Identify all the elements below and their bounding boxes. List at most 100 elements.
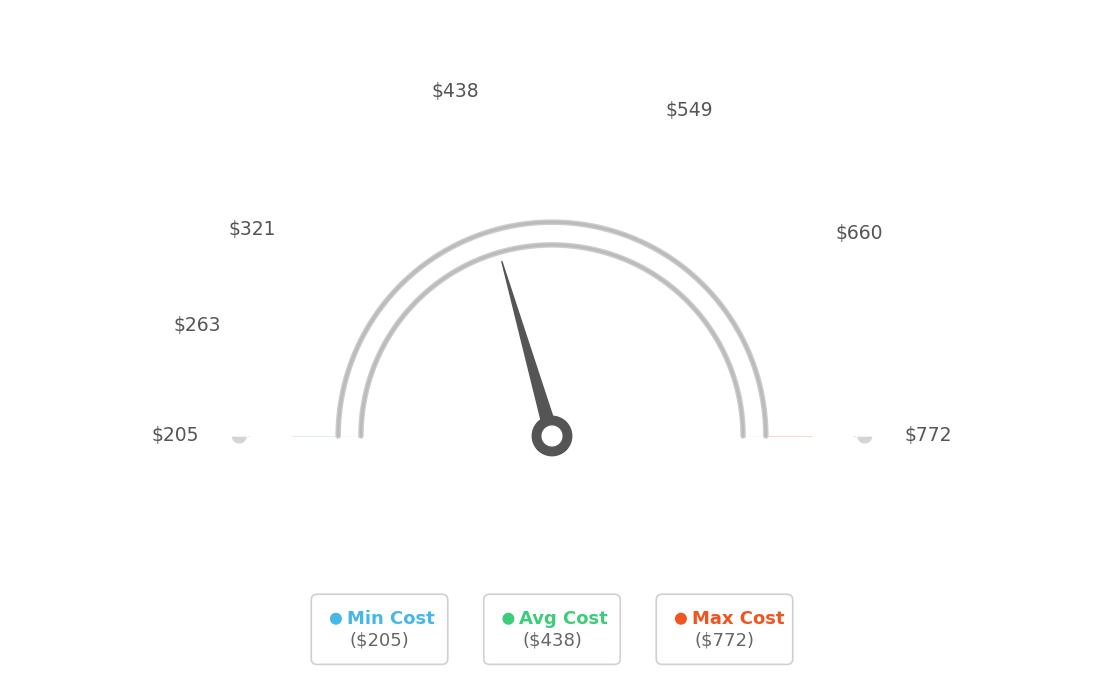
- Wedge shape: [603, 141, 627, 230]
- Wedge shape: [730, 270, 808, 322]
- Wedge shape: [284, 293, 365, 337]
- Wedge shape: [453, 148, 485, 235]
- Wedge shape: [511, 135, 526, 226]
- Wedge shape: [764, 433, 856, 436]
- Wedge shape: [590, 137, 608, 228]
- Wedge shape: [523, 134, 534, 225]
- Wedge shape: [467, 144, 495, 232]
- Wedge shape: [351, 206, 413, 277]
- Wedge shape: [275, 310, 359, 350]
- Wedge shape: [458, 146, 488, 234]
- Wedge shape: [508, 135, 523, 226]
- Wedge shape: [655, 170, 701, 251]
- Wedge shape: [709, 230, 777, 294]
- Wedge shape: [401, 172, 448, 252]
- Wedge shape: [689, 204, 751, 275]
- Wedge shape: [474, 142, 499, 231]
- Wedge shape: [701, 219, 766, 286]
- Text: Max Cost: Max Cost: [692, 610, 785, 628]
- Wedge shape: [636, 157, 676, 242]
- Text: $549: $549: [666, 101, 713, 119]
- Wedge shape: [537, 133, 543, 224]
- Wedge shape: [601, 141, 625, 230]
- Wedge shape: [390, 178, 440, 257]
- Wedge shape: [408, 167, 454, 249]
- Wedge shape: [760, 373, 849, 394]
- Wedge shape: [762, 386, 851, 403]
- Wedge shape: [574, 135, 587, 225]
- Wedge shape: [251, 398, 341, 412]
- Wedge shape: [250, 411, 340, 420]
- Wedge shape: [587, 137, 606, 227]
- Wedge shape: [596, 139, 618, 229]
- Wedge shape: [739, 290, 819, 335]
- Wedge shape: [359, 200, 418, 273]
- Wedge shape: [720, 250, 794, 308]
- Wedge shape: [379, 185, 433, 262]
- Wedge shape: [248, 426, 340, 431]
- Wedge shape: [741, 298, 824, 342]
- Wedge shape: [367, 195, 424, 268]
- Wedge shape: [482, 140, 506, 229]
- Wedge shape: [726, 263, 803, 317]
- Wedge shape: [273, 315, 358, 354]
- Wedge shape: [675, 189, 730, 264]
- Wedge shape: [417, 163, 459, 246]
- Wedge shape: [520, 134, 532, 225]
- Wedge shape: [707, 228, 775, 293]
- Wedge shape: [719, 248, 792, 306]
- Wedge shape: [477, 141, 501, 230]
- Wedge shape: [735, 282, 815, 330]
- Wedge shape: [549, 132, 552, 224]
- Wedge shape: [585, 137, 603, 226]
- Wedge shape: [751, 331, 837, 364]
- Wedge shape: [329, 228, 397, 293]
- Wedge shape: [677, 190, 733, 266]
- Wedge shape: [763, 398, 853, 412]
- Wedge shape: [673, 187, 728, 263]
- Wedge shape: [276, 307, 360, 348]
- Wedge shape: [645, 163, 687, 246]
- Text: ($772): ($772): [694, 632, 754, 650]
- Wedge shape: [746, 315, 831, 354]
- Wedge shape: [732, 276, 811, 326]
- Wedge shape: [694, 210, 757, 279]
- Wedge shape: [763, 404, 854, 416]
- Polygon shape: [501, 261, 559, 438]
- Wedge shape: [749, 322, 834, 358]
- Circle shape: [330, 613, 341, 624]
- Wedge shape: [567, 133, 577, 224]
- Text: ($205): ($205): [350, 632, 410, 650]
- Wedge shape: [598, 140, 622, 229]
- Wedge shape: [272, 319, 357, 356]
- Wedge shape: [307, 255, 382, 311]
- Wedge shape: [760, 370, 849, 392]
- Wedge shape: [746, 313, 830, 352]
- Wedge shape: [279, 301, 362, 344]
- Wedge shape: [619, 148, 651, 235]
- Wedge shape: [763, 408, 854, 418]
- Wedge shape: [250, 414, 340, 423]
- Wedge shape: [298, 268, 375, 320]
- Wedge shape: [374, 189, 429, 264]
- Wedge shape: [688, 202, 747, 274]
- Wedge shape: [347, 210, 410, 279]
- Wedge shape: [628, 153, 664, 239]
- Wedge shape: [664, 178, 714, 257]
- Wedge shape: [386, 180, 438, 258]
- Wedge shape: [715, 243, 788, 302]
- Wedge shape: [258, 357, 347, 383]
- Wedge shape: [737, 287, 818, 334]
- Wedge shape: [742, 301, 825, 344]
- Wedge shape: [609, 144, 637, 232]
- Wedge shape: [423, 160, 464, 244]
- Wedge shape: [376, 187, 431, 263]
- Text: $205: $205: [152, 426, 200, 446]
- Wedge shape: [267, 331, 353, 364]
- Wedge shape: [316, 243, 389, 302]
- Wedge shape: [489, 139, 510, 228]
- Wedge shape: [607, 143, 634, 232]
- Wedge shape: [552, 132, 555, 224]
- Wedge shape: [270, 322, 355, 358]
- Wedge shape: [338, 219, 403, 286]
